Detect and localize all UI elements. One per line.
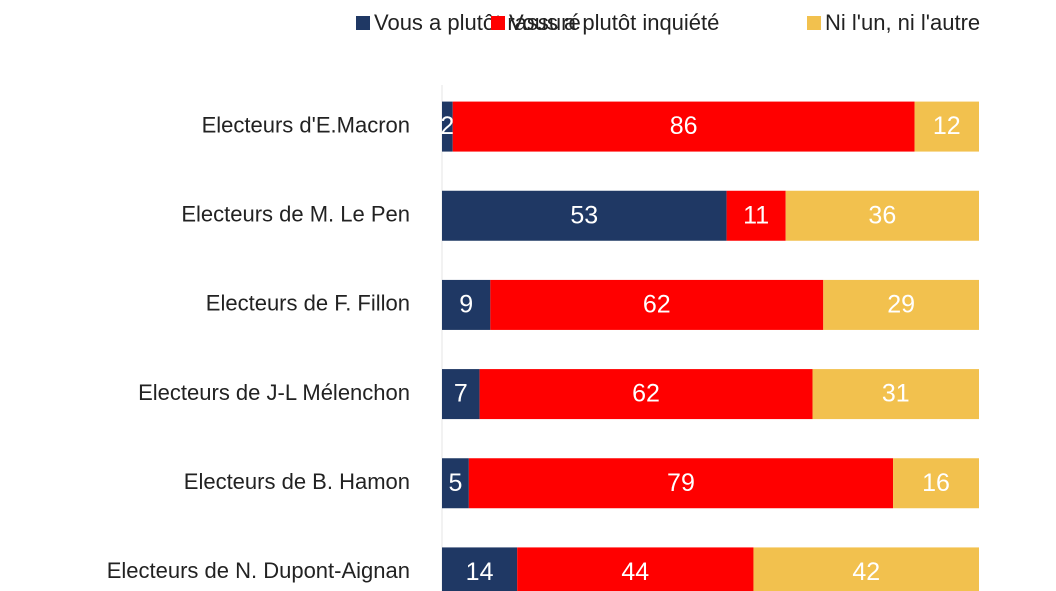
bar-segment	[442, 190, 727, 241]
value-label: 79	[667, 469, 695, 497]
bar-segment	[490, 279, 824, 330]
legend-label: Ni l'un, ni l'autre	[825, 10, 980, 35]
bar-segment	[517, 547, 754, 591]
value-label: 86	[670, 112, 698, 140]
value-label: 29	[887, 291, 915, 319]
legend-swatch	[356, 16, 370, 30]
value-label: 44	[621, 558, 649, 586]
bar-segment	[442, 101, 453, 152]
category-label: Electeurs de B. Hamon	[184, 469, 410, 494]
bar-segment	[914, 101, 979, 152]
legend-swatch	[807, 16, 821, 30]
legend-swatch	[491, 16, 505, 30]
value-label: 12	[933, 112, 961, 140]
bar-segment	[479, 369, 813, 420]
value-label: 53	[570, 201, 598, 229]
value-label: 42	[852, 558, 880, 586]
value-label: 11	[743, 201, 769, 229]
category-label: Electeurs de M. Le Pen	[181, 202, 410, 227]
bar-segment	[785, 190, 979, 241]
bar-segment	[468, 458, 894, 509]
category-label: Electeurs de F. Fillon	[206, 291, 410, 316]
value-label: 5	[448, 469, 462, 497]
bar-segment	[442, 547, 518, 591]
value-label: 62	[643, 291, 671, 319]
category-label: Electeurs de J-L Mélenchon	[138, 380, 410, 405]
category-label: Electeurs de N. Dupont-Aignan	[107, 558, 410, 583]
bar-segment	[823, 279, 979, 330]
legend-label: Vous a plutôt inquiété	[509, 10, 719, 35]
value-label: 62	[632, 380, 660, 408]
bar-segment	[753, 547, 979, 591]
bar-segment	[442, 369, 480, 420]
legend-label: Vous a plutôt rassuré	[374, 10, 581, 35]
bar-segment	[442, 458, 469, 509]
category-label: Electeurs d'E.Macron	[202, 112, 410, 137]
bar-segment	[452, 101, 915, 152]
value-label: 16	[922, 469, 950, 497]
bar-segment	[726, 190, 786, 241]
value-label: 2	[440, 112, 454, 140]
bar-segment	[812, 369, 979, 420]
value-label: 31	[882, 380, 910, 408]
value-label: 9	[459, 291, 473, 319]
value-label: 7	[454, 380, 468, 408]
bar-segment	[442, 279, 491, 330]
value-label: 14	[466, 558, 494, 586]
bar-segment	[893, 458, 979, 509]
value-label: 36	[868, 201, 896, 229]
